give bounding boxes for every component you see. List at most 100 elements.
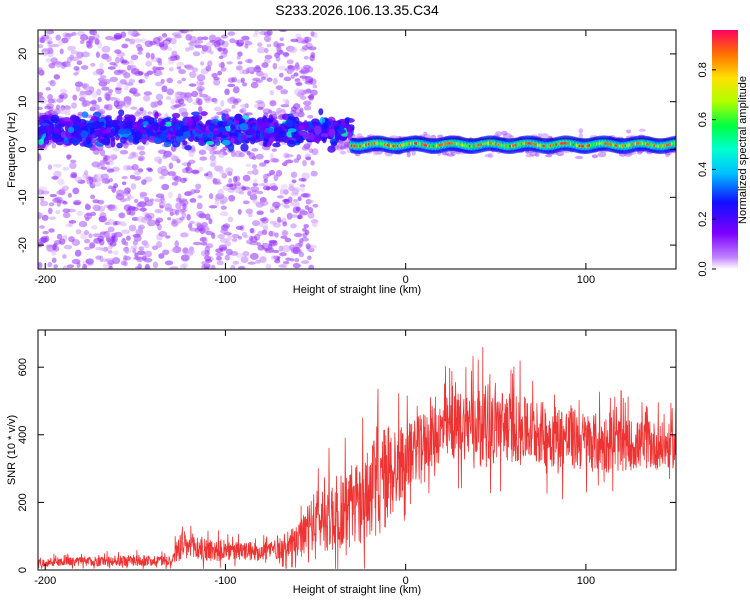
noise-cell xyxy=(263,58,271,64)
noise-cell xyxy=(66,154,71,161)
noise-cell xyxy=(298,177,306,182)
noise-cell xyxy=(227,31,236,36)
noise-cell xyxy=(79,91,87,98)
noise-cell xyxy=(136,202,143,208)
noise-cell xyxy=(284,237,292,243)
noise-cell xyxy=(83,246,92,251)
snr-frame xyxy=(37,329,677,571)
y-tick-label: 0 xyxy=(17,567,29,573)
noise-cell xyxy=(38,97,47,105)
noise-cell xyxy=(139,107,144,112)
noise-cell xyxy=(574,155,584,160)
noise-cell xyxy=(181,111,189,116)
y-tick-label: 20 xyxy=(17,48,29,60)
noise-cell xyxy=(301,260,310,264)
noise-cell xyxy=(161,183,170,191)
noise-cell xyxy=(107,66,116,70)
noise-cell xyxy=(218,55,224,60)
noise-cell xyxy=(216,255,222,261)
signal-cell xyxy=(38,125,47,135)
noise-cell xyxy=(217,70,223,76)
noise-cell xyxy=(177,80,183,84)
noise-cell xyxy=(220,99,225,107)
noise-cell xyxy=(198,166,204,172)
noise-cell xyxy=(240,256,249,263)
noise-cell xyxy=(301,45,309,51)
noise-cell xyxy=(191,67,199,73)
noise-cell xyxy=(130,54,139,61)
noise-cell xyxy=(127,156,133,160)
noise-cell xyxy=(294,257,300,263)
noise-cell xyxy=(53,163,62,168)
noise-cell xyxy=(113,183,119,189)
noise-cell xyxy=(205,243,214,249)
signal-cell xyxy=(178,120,185,127)
noise-cell xyxy=(154,209,161,213)
noise-cell xyxy=(210,264,216,269)
noise-cell xyxy=(226,97,235,103)
noise-cell xyxy=(161,33,168,38)
noise-cell xyxy=(123,142,129,149)
noise-cell xyxy=(92,199,100,204)
noise-cell xyxy=(165,235,171,239)
y-tick-label: -10 xyxy=(17,189,29,205)
colorbar: 0.0 0.2 0.4 0.6 0.8 Normalized spectral ampl… xyxy=(697,30,749,277)
noise-cell xyxy=(284,159,293,164)
noise-cell xyxy=(184,250,194,257)
noise-cell xyxy=(299,96,307,100)
noise-cell xyxy=(227,77,235,83)
noise-cell xyxy=(43,36,53,42)
noise-cell xyxy=(270,157,278,163)
noise-cell xyxy=(47,94,54,100)
noise-cell xyxy=(270,255,278,261)
noise-cell xyxy=(70,159,77,163)
signal-cell xyxy=(49,123,55,128)
noise-cell xyxy=(195,97,200,104)
noise-cell xyxy=(78,220,88,228)
noise-cell xyxy=(282,189,289,195)
noise-cell xyxy=(48,216,56,220)
noise-cell xyxy=(70,56,79,62)
signal-cell xyxy=(147,124,155,132)
noise-cell xyxy=(155,217,164,223)
noise-cell xyxy=(220,205,227,210)
noise-cell xyxy=(129,87,137,93)
noise-cell xyxy=(85,41,92,48)
noise-cell xyxy=(74,249,82,257)
noise-cell xyxy=(239,266,244,269)
noise-cell xyxy=(222,223,231,229)
noise-cell xyxy=(252,198,258,205)
noise-cell xyxy=(242,200,250,205)
noise-cell xyxy=(266,43,272,48)
noise-cell xyxy=(237,51,243,57)
noise-cell xyxy=(295,206,301,212)
y-tick-label: 600 xyxy=(17,358,29,376)
noise-cell xyxy=(232,99,239,106)
signal-cell xyxy=(163,121,173,127)
signal-cell xyxy=(160,132,168,142)
noise-cell xyxy=(266,30,273,36)
noise-cell xyxy=(51,257,57,264)
noise-cell xyxy=(128,224,137,232)
noise-cell xyxy=(202,236,208,244)
noise-cell xyxy=(95,255,102,260)
signal-cell xyxy=(240,143,249,152)
noise-cell xyxy=(216,260,224,266)
noise-cell xyxy=(74,176,82,183)
noise-cell xyxy=(188,45,195,51)
colorbar-tick-label: 0.4 xyxy=(697,162,709,177)
noise-cell xyxy=(222,230,230,236)
signal-cell xyxy=(105,127,112,134)
noise-cell xyxy=(108,178,114,183)
noise-cell xyxy=(154,100,160,108)
noise-cell xyxy=(180,232,189,238)
noise-cell xyxy=(136,145,145,151)
signal-cell xyxy=(115,134,120,141)
noise-cell xyxy=(174,209,180,216)
signal-cell xyxy=(261,121,271,128)
noise-cell xyxy=(236,39,245,47)
noise-cell xyxy=(103,154,108,162)
noise-cell xyxy=(263,173,269,180)
signal-cell xyxy=(79,142,87,147)
